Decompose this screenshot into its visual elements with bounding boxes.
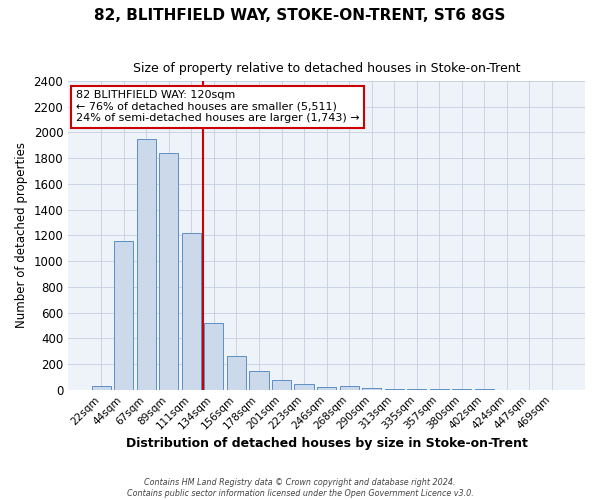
Text: 82 BLITHFIELD WAY: 120sqm
← 76% of detached houses are smaller (5,511)
24% of se: 82 BLITHFIELD WAY: 120sqm ← 76% of detac… (76, 90, 359, 124)
Bar (227, 356, 246, 390)
Bar (159, 153, 178, 390)
Bar (205, 323, 223, 390)
Title: Size of property relative to detached houses in Stoke-on-Trent: Size of property relative to detached ho… (133, 62, 520, 76)
Bar (362, 388, 381, 390)
Text: 82, BLITHFIELD WAY, STOKE-ON-TRENT, ST6 8GS: 82, BLITHFIELD WAY, STOKE-ON-TRENT, ST6 … (94, 8, 506, 22)
Bar (272, 380, 291, 390)
Bar (182, 232, 201, 390)
Bar (250, 370, 269, 390)
Bar (295, 384, 314, 390)
Y-axis label: Number of detached properties: Number of detached properties (15, 142, 28, 328)
Bar (317, 388, 336, 390)
Bar (92, 386, 111, 390)
Text: Contains HM Land Registry data © Crown copyright and database right 2024.
Contai: Contains HM Land Registry data © Crown c… (127, 478, 473, 498)
Bar (385, 388, 404, 390)
Bar (407, 389, 426, 390)
Bar (137, 139, 156, 390)
X-axis label: Distribution of detached houses by size in Stoke-on-Trent: Distribution of detached houses by size … (125, 437, 527, 450)
Bar (340, 386, 359, 390)
Bar (114, 241, 133, 390)
